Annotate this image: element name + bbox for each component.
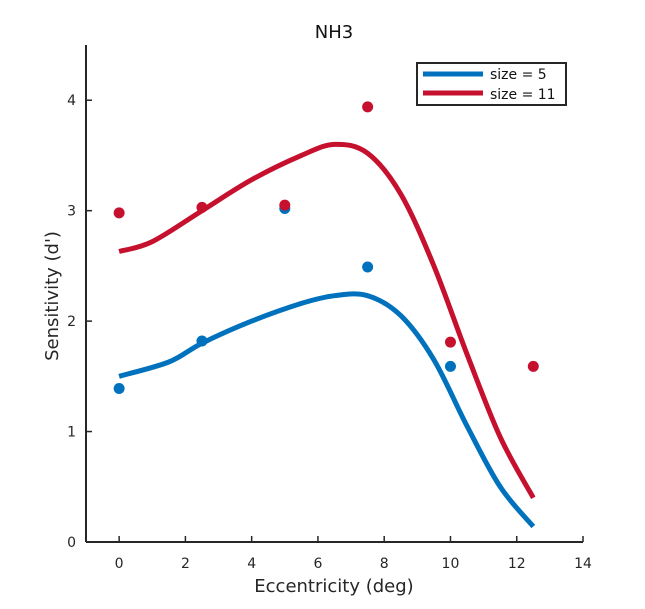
x-tick-label: 0 — [115, 556, 124, 572]
axes — [85, 45, 583, 543]
y-axis-label: Sensitivity (d') — [42, 231, 63, 361]
data-point-series-1-3 — [362, 101, 374, 113]
data-point-series-1-2 — [279, 199, 291, 211]
x-ticks: 0 2 4 6 8 10 12 14 — [115, 536, 592, 572]
plot-area — [113, 101, 539, 529]
y-tick-label: 0 — [67, 535, 76, 551]
x-tick-label: 14 — [574, 556, 592, 572]
x-tick-label: 10 — [442, 556, 460, 572]
fit-line-series-1 — [118, 141, 536, 499]
x-tick-label: 8 — [380, 556, 389, 572]
y-tick-label: 2 — [67, 314, 76, 330]
y-tick-label: 3 — [67, 204, 76, 220]
y-ticks: 0 1 2 3 4 — [67, 93, 92, 551]
x-tick-label: 4 — [247, 556, 256, 572]
legend-label-size-11: size = 11 — [490, 87, 556, 103]
legend: size = 5 size = 11 — [416, 62, 567, 106]
fit-line-series-0 — [118, 291, 536, 529]
data-point-series-0-3 — [362, 261, 374, 273]
data-point-series-0-0 — [113, 382, 125, 394]
x-tick-label: 2 — [181, 556, 190, 572]
legend-label-size-5: size = 5 — [490, 67, 547, 83]
data-point-series-0-1 — [196, 335, 208, 347]
x-tick-label: 6 — [313, 556, 322, 572]
legend-box — [416, 62, 567, 106]
data-point-series-0-4 — [444, 360, 456, 372]
y-tick-label: 4 — [67, 93, 76, 109]
y-tick-label: 1 — [67, 425, 76, 441]
x-tick-label: 12 — [508, 556, 526, 572]
data-point-series-1-4 — [444, 336, 456, 348]
data-point-series-1-0 — [113, 207, 125, 219]
data-point-series-1-1 — [196, 201, 208, 213]
x-axis-label: Eccentricity (deg) — [254, 576, 413, 597]
data-point-series-1-5 — [527, 360, 539, 372]
chart-title: NH3 — [315, 22, 353, 43]
